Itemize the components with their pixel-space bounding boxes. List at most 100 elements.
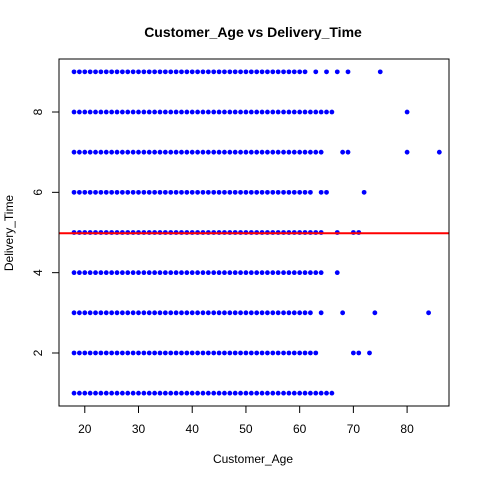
data-point	[259, 69, 265, 75]
data-point	[184, 350, 190, 356]
data-point	[308, 350, 313, 356]
data-point	[286, 390, 292, 396]
data-point	[136, 390, 141, 396]
data-point	[254, 109, 260, 115]
data-point	[98, 390, 104, 396]
data-point	[109, 390, 115, 396]
data-point	[286, 149, 292, 155]
data-points	[71, 69, 442, 396]
data-point	[103, 350, 109, 356]
x-tick-label: 40	[186, 422, 200, 436]
data-point	[119, 69, 125, 75]
data-point	[146, 310, 152, 316]
data-point	[248, 390, 254, 396]
data-point	[93, 270, 98, 276]
data-point	[179, 270, 184, 276]
data-point	[200, 390, 206, 396]
data-point	[281, 149, 286, 155]
data-point	[179, 390, 184, 396]
data-point	[93, 69, 98, 75]
data-point	[308, 270, 313, 276]
data-point	[162, 310, 168, 316]
data-point	[259, 270, 265, 276]
data-point	[157, 149, 163, 155]
data-point	[179, 69, 184, 75]
data-point	[130, 350, 136, 356]
data-point	[238, 270, 243, 276]
data-point	[243, 189, 249, 195]
data-point	[77, 189, 82, 195]
data-point	[173, 69, 179, 75]
data-point	[71, 310, 77, 316]
data-point	[195, 149, 201, 155]
data-point	[77, 149, 82, 155]
data-point	[184, 69, 190, 75]
data-point	[222, 390, 227, 396]
data-point	[297, 109, 303, 115]
data-point	[200, 189, 206, 195]
data-point	[313, 390, 319, 396]
data-point	[254, 390, 260, 396]
data-point	[162, 69, 168, 75]
data-point	[254, 189, 260, 195]
data-point	[248, 149, 254, 155]
data-point	[103, 149, 109, 155]
data-point	[125, 350, 131, 356]
data-point	[146, 350, 152, 356]
data-point	[98, 109, 104, 115]
data-point	[211, 109, 217, 115]
data-point	[152, 69, 158, 75]
data-point	[281, 270, 286, 276]
data-point	[297, 350, 303, 356]
data-point	[232, 149, 238, 155]
data-point	[227, 69, 233, 75]
data-point	[205, 109, 211, 115]
data-point	[189, 270, 195, 276]
data-point	[291, 350, 297, 356]
data-point	[77, 109, 82, 115]
data-point	[109, 310, 115, 316]
data-point	[103, 109, 109, 115]
data-point	[195, 270, 201, 276]
data-point	[141, 310, 147, 316]
data-point	[367, 350, 372, 356]
data-point	[82, 149, 88, 155]
data-point	[324, 390, 329, 396]
data-point	[243, 390, 249, 396]
x-tick-label: 60	[293, 422, 307, 436]
data-point	[173, 189, 179, 195]
data-point	[71, 189, 77, 195]
data-point	[377, 69, 383, 75]
data-point	[146, 149, 152, 155]
data-point	[179, 109, 184, 115]
data-point	[98, 189, 104, 195]
data-point	[200, 149, 206, 155]
data-point	[227, 390, 233, 396]
data-point	[157, 350, 163, 356]
data-point	[302, 350, 308, 356]
data-point	[286, 270, 292, 276]
data-point	[281, 69, 286, 75]
data-point	[130, 310, 136, 316]
data-point	[270, 149, 276, 155]
data-point	[436, 149, 442, 155]
data-point	[302, 69, 308, 75]
data-point	[71, 270, 77, 276]
data-point	[222, 270, 227, 276]
data-point	[216, 149, 222, 155]
data-point	[87, 189, 93, 195]
data-point	[114, 109, 120, 115]
data-point	[189, 310, 195, 316]
data-point	[141, 390, 147, 396]
data-point	[297, 69, 303, 75]
x-tick-label: 30	[132, 422, 146, 436]
data-point	[184, 189, 190, 195]
data-point	[130, 149, 136, 155]
data-point	[286, 109, 292, 115]
data-point	[222, 69, 227, 75]
data-point	[93, 189, 98, 195]
data-point	[189, 109, 195, 115]
data-point	[238, 189, 243, 195]
data-point	[243, 350, 249, 356]
data-point	[125, 310, 131, 316]
